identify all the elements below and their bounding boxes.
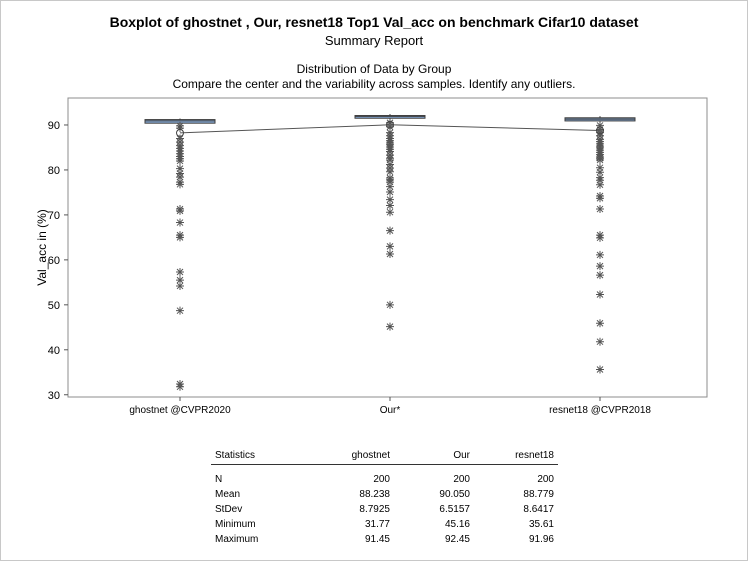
table-row: Mean 88.238 90.050 88.779 <box>211 487 558 502</box>
outlier-point <box>176 306 184 315</box>
y-tick-label: 40 <box>48 345 60 357</box>
y-tick-label: 70 <box>48 210 60 222</box>
outlier-point <box>596 176 604 185</box>
outlier-point <box>176 180 184 189</box>
y-tick-label: 60 <box>48 255 60 267</box>
outlier-point <box>596 290 604 299</box>
outlier-point <box>386 167 394 176</box>
mean-symbol <box>386 120 394 129</box>
outlier-point <box>596 205 604 214</box>
cell-resnet18: 88.779 <box>523 489 554 500</box>
outlier-point <box>176 281 184 290</box>
cell-our: 45.16 <box>444 519 470 530</box>
cell-our: 90.050 <box>439 489 470 500</box>
outlier-point <box>176 164 184 173</box>
cell-our: 6.5157 <box>439 504 470 515</box>
outlier-point <box>596 250 604 259</box>
outlier-point <box>596 156 604 165</box>
outlier-point <box>176 233 184 242</box>
outlier-point <box>596 168 604 177</box>
cell-ghostnet: 31.77 <box>364 519 390 530</box>
outlier-point <box>386 178 394 187</box>
row-label: StDev <box>215 504 243 515</box>
x-tick-label: Our* <box>380 405 401 416</box>
row-label: Mean <box>215 489 241 500</box>
outlier-point <box>596 365 604 374</box>
main-title: Boxplot of ghostnet , Our, resnet18 Top1… <box>109 14 639 30</box>
cell-resnet18: 35.61 <box>528 519 554 530</box>
y-tick-label: 50 <box>48 300 60 312</box>
distribution-subtitle: Compare the center and the variability a… <box>172 77 576 91</box>
outlier-point <box>386 300 394 309</box>
x-tick-label: resnet18 @CVPR2018 <box>549 405 651 416</box>
outlier-point <box>176 124 184 133</box>
outlier-point <box>596 337 604 346</box>
table-row: StDev 8.7925 6.5157 8.6417 <box>211 502 558 517</box>
outlier-point <box>596 121 604 130</box>
cell-ghostnet: 88.238 <box>359 489 390 500</box>
cell-resnet18: 200 <box>537 474 554 485</box>
distribution-title: Distribution of Data by Group <box>296 62 452 76</box>
header-ghostnet: ghostnet <box>314 449 394 465</box>
table-row: Minimum 31.77 45.16 35.61 <box>211 517 558 532</box>
outlier-point <box>176 218 184 227</box>
cell-resnet18: 8.6417 <box>523 504 554 515</box>
outlier-point <box>386 156 394 165</box>
outlier-point <box>596 262 604 271</box>
outlier-point <box>596 194 604 203</box>
outlier-point <box>386 195 394 204</box>
cell-ghostnet: 91.45 <box>364 534 390 545</box>
row-label: Maximum <box>215 534 259 545</box>
cell-our: 92.45 <box>444 534 470 545</box>
table-header-row: Statistics ghostnet Our resnet18 <box>211 449 558 465</box>
header-statistics: Statistics <box>211 449 314 465</box>
cell-ghostnet: 8.7925 <box>359 504 390 515</box>
outlier-point <box>176 382 184 391</box>
outlier-point <box>386 122 394 131</box>
outlier-point <box>386 226 394 235</box>
outlier-point <box>176 276 184 285</box>
outlier-point <box>386 118 394 127</box>
x-tick-label: ghostnet @CVPR2020 <box>129 405 231 416</box>
outlier-point <box>176 206 184 215</box>
outlier-point <box>386 322 394 331</box>
table-row: Maximum 91.45 92.45 91.96 <box>211 532 558 547</box>
outlier-point <box>386 182 394 191</box>
mean-symbol <box>596 126 604 135</box>
cell-resnet18: 91.96 <box>528 534 554 545</box>
outlier-point <box>386 187 394 196</box>
outlier-point <box>386 250 394 259</box>
header-resnet18: resnet18 <box>474 449 558 465</box>
y-tick-label: 80 <box>48 165 60 177</box>
outlier-point <box>386 201 394 210</box>
outlier-point <box>596 271 604 280</box>
outlier-point <box>596 163 604 172</box>
outlier-point <box>176 268 184 277</box>
cell-our: 200 <box>453 474 470 485</box>
header-our: Our <box>394 449 474 465</box>
outlier-point <box>386 242 394 251</box>
outlier-point <box>596 319 604 328</box>
statistics-table: Statistics ghostnet Our resnet18 N 200 2… <box>211 449 558 547</box>
outlier-point <box>386 208 394 217</box>
outlier-point <box>176 156 184 165</box>
outlier-point <box>176 173 184 182</box>
y-tick-label: 30 <box>48 390 60 402</box>
y-axis-label: Val_acc in (%) <box>35 209 49 285</box>
mean-symbol <box>176 128 184 137</box>
table-row: N 200 200 200 <box>211 465 558 488</box>
outlier-point <box>596 233 604 242</box>
row-label: Minimum <box>215 519 256 530</box>
row-label: N <box>215 474 223 485</box>
cell-ghostnet: 200 <box>373 474 390 485</box>
outlier-point <box>596 180 604 189</box>
y-tick-label: 90 <box>48 120 60 132</box>
report-subtitle: Summary Report <box>324 33 424 48</box>
